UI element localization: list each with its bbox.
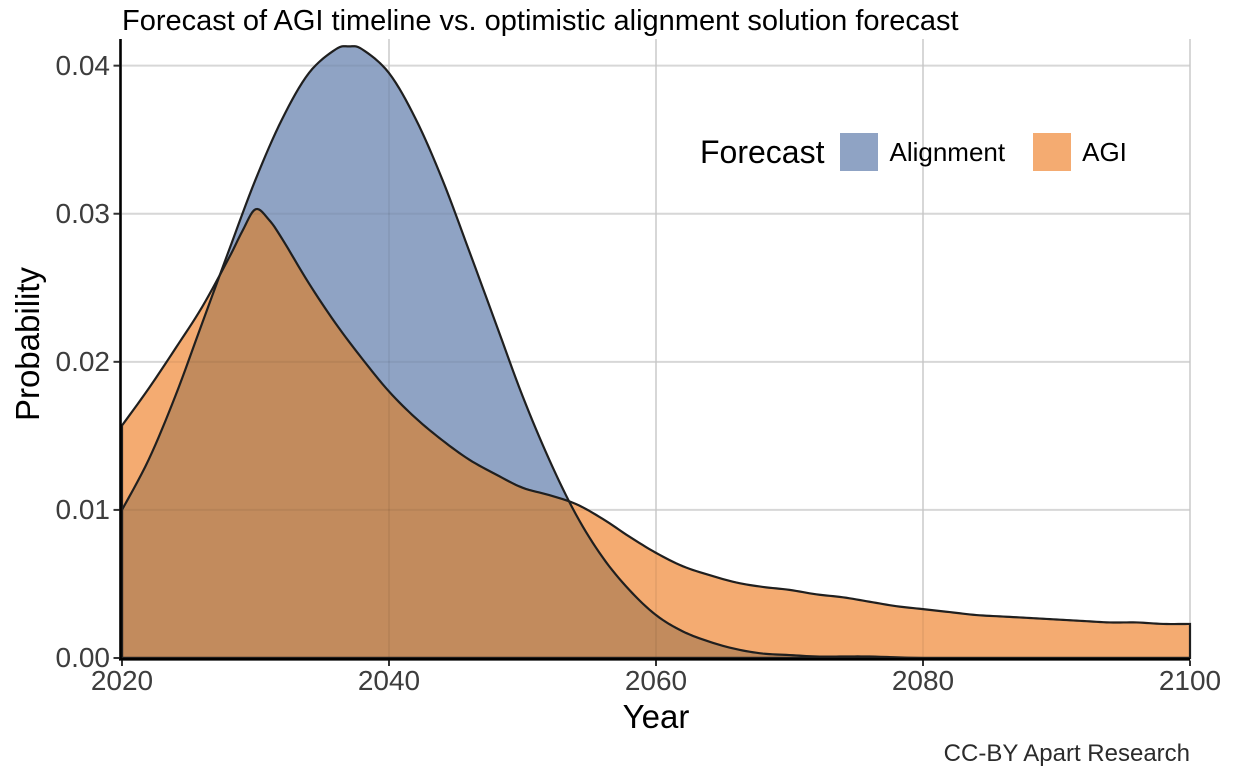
legend-label-agi: AGI bbox=[1082, 136, 1127, 167]
legend: Forecast Alignment AGI bbox=[700, 131, 1155, 173]
agi-curve-outline bbox=[120, 207, 1192, 660]
chart-title: Forecast of AGI timeline vs. optimistic … bbox=[122, 5, 959, 37]
legend-swatch-agi bbox=[1033, 133, 1072, 171]
y-tick-label: 0.04 bbox=[55, 49, 111, 81]
x-tick-label: 2020 bbox=[90, 665, 154, 696]
x-tick-label: 2060 bbox=[624, 665, 688, 696]
legend-title: Forecast bbox=[700, 133, 825, 170]
x-tick-label: 2040 bbox=[357, 665, 421, 696]
legend-swatch-alignment bbox=[840, 133, 879, 171]
x-tick-label: 2100 bbox=[1158, 665, 1222, 696]
y-tick-label: 0.01 bbox=[55, 493, 111, 525]
overlap-area bbox=[122, 209, 1190, 659]
x-axis-title: Year bbox=[622, 698, 690, 735]
y-tick-label: 0.02 bbox=[55, 345, 111, 377]
y-tick-label: 0.03 bbox=[55, 197, 111, 229]
x-tick-label: 2080 bbox=[891, 665, 955, 696]
legend-label-alignment: Alignment bbox=[889, 136, 1006, 167]
y-tick-label: 0.00 bbox=[55, 642, 111, 673]
alignment-curve-outline bbox=[120, 45, 1190, 660]
attribution-text: CC-BY Apart Research bbox=[943, 740, 1190, 767]
